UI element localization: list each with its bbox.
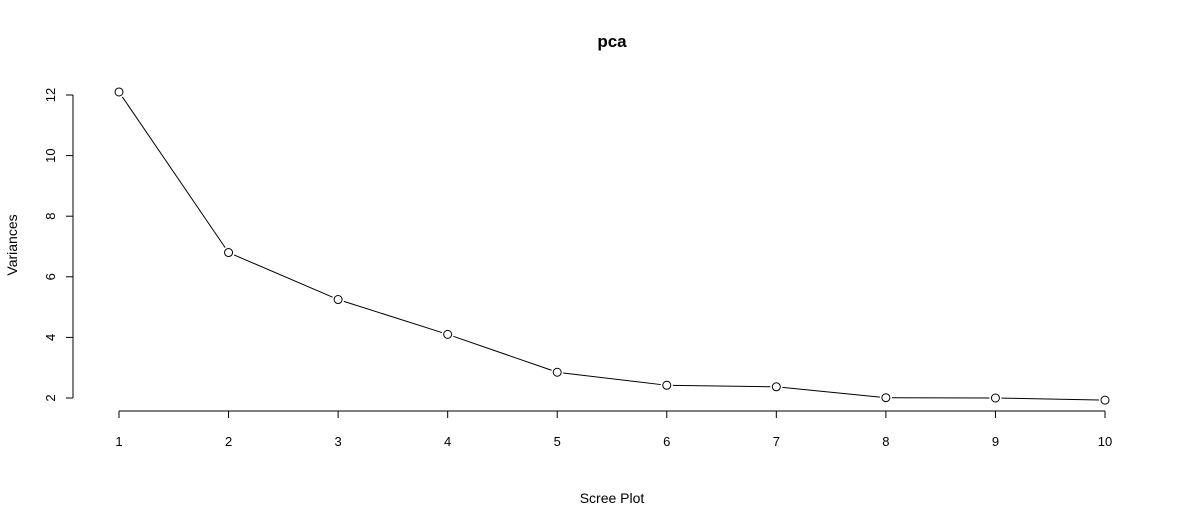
data-point xyxy=(662,380,672,390)
y-tick-label: 4 xyxy=(43,334,58,341)
x-axis: 1 2 3 4 5 6 7 8 9 10 xyxy=(115,410,1112,449)
y-tick-label: 2 xyxy=(43,394,58,401)
series-segment xyxy=(1001,397,1100,401)
x-tick-label: 6 xyxy=(663,434,670,449)
series-segment xyxy=(782,386,880,398)
series-segment xyxy=(453,335,552,371)
x-axis-label: Scree Plot xyxy=(580,490,645,506)
data-point xyxy=(881,393,891,403)
data-point xyxy=(552,367,562,377)
series-segment xyxy=(672,384,771,388)
series-segment xyxy=(233,254,333,298)
x-tick-label: 4 xyxy=(444,434,451,449)
y-tick-label: 12 xyxy=(43,88,58,102)
series-segment xyxy=(121,96,226,248)
x-tick-label: 9 xyxy=(992,434,999,449)
y-tick-label: 10 xyxy=(43,148,58,162)
data-point xyxy=(224,248,234,258)
y-axis: 2 4 6 8 10 12 xyxy=(43,88,74,402)
x-tick-label: 8 xyxy=(882,434,889,449)
data-point xyxy=(1100,395,1110,405)
x-tick-label: 2 xyxy=(225,434,232,449)
series-segment xyxy=(343,300,443,334)
y-tick-label: 8 xyxy=(43,213,58,220)
y-tick-label: 6 xyxy=(43,273,58,280)
y-axis-label: Variances xyxy=(4,214,20,275)
x-tick-label: 10 xyxy=(1098,434,1112,449)
chart-title: pca xyxy=(597,32,627,51)
x-tick-label: 1 xyxy=(115,434,122,449)
series-segment xyxy=(563,372,661,386)
data-point xyxy=(443,329,453,339)
data-point xyxy=(990,393,1000,403)
data-point xyxy=(771,382,781,392)
data-point xyxy=(333,295,343,305)
x-tick-label: 7 xyxy=(773,434,780,449)
x-tick-label: 3 xyxy=(334,434,341,449)
series-group xyxy=(114,87,1110,405)
data-point xyxy=(114,87,124,97)
x-tick-label: 5 xyxy=(554,434,561,449)
